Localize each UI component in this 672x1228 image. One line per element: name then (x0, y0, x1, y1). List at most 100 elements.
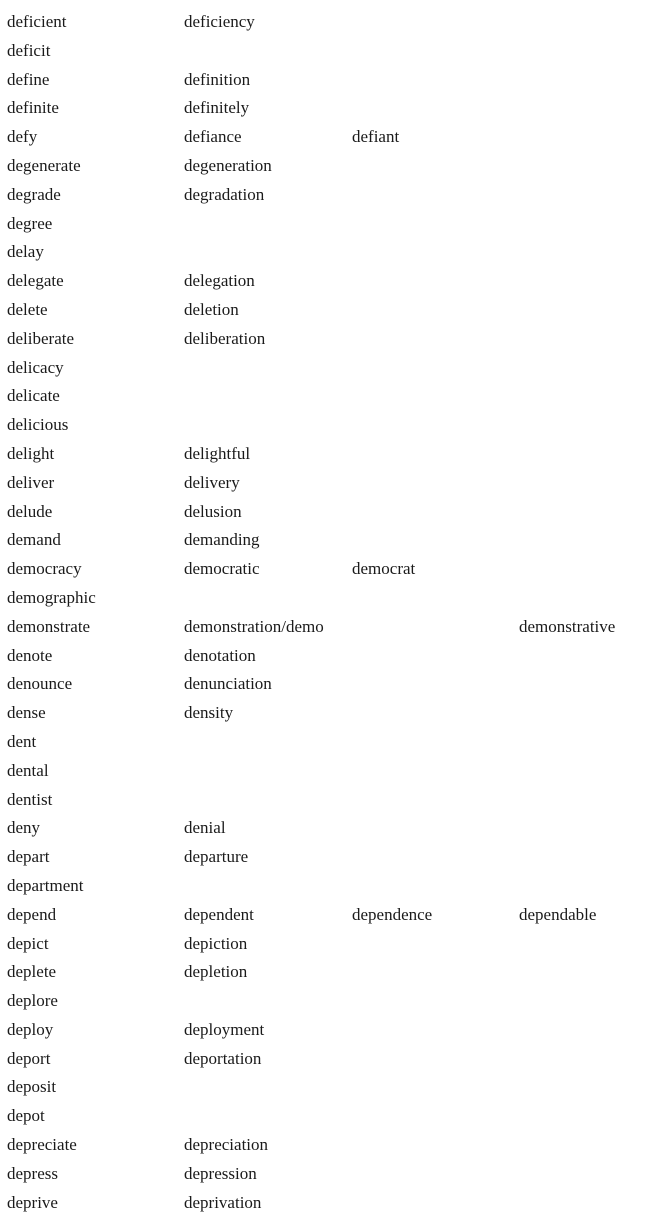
headword: deplore (7, 991, 58, 1011)
word-row: define definition (7, 66, 667, 95)
headword: denote (7, 645, 53, 665)
derived-word: depression (184, 1163, 257, 1183)
derived-word: degeneration (184, 155, 272, 175)
headword: deny (7, 818, 41, 838)
derived-word: defiance (184, 127, 242, 147)
headword: degenerate (7, 155, 81, 175)
word-row: delegate delegation (7, 267, 667, 296)
word-row: department (7, 872, 667, 901)
headword: denounce (7, 674, 73, 694)
headword: demonstrate (7, 616, 91, 636)
derived-word: deliberation (184, 328, 266, 348)
derived-word: departure (184, 847, 249, 867)
derived-word: denotation (184, 645, 256, 665)
word-row: deficient deficiency (7, 8, 667, 37)
headword: dentist (7, 789, 53, 809)
derived-word: dependent (184, 904, 254, 924)
word-row: dense density (7, 699, 667, 728)
derived-word: deployment (184, 1019, 265, 1039)
derived-word: depreciation (184, 1135, 269, 1155)
word-row: delight delightful (7, 440, 667, 469)
derived-word: depletion (184, 962, 248, 982)
derived-word: deficiency (184, 12, 255, 31)
word-row: denounce denunciation (7, 670, 667, 699)
headword: delicacy (7, 357, 64, 377)
derived-word: delegation (184, 271, 255, 291)
derived-word: denial (184, 818, 226, 838)
headword: dense (7, 703, 46, 723)
derived-word: dependence (352, 904, 433, 924)
headword: demographic (7, 587, 96, 607)
derived-word: degradation (184, 184, 265, 204)
derived-word: delivery (184, 472, 240, 492)
derived-word: depiction (184, 933, 248, 953)
headword: delay (7, 242, 44, 262)
word-row: definite definitely (7, 94, 667, 123)
word-row: demonstrate demonstration/demo demonstrati… (7, 613, 667, 642)
derived-word: density (184, 703, 234, 723)
headword: degree (7, 213, 53, 233)
headword: define (7, 69, 50, 89)
headword: deposit (7, 1077, 57, 1097)
word-row: deliver delivery (7, 469, 667, 498)
word-row: democracy democratic democrat (7, 555, 667, 584)
headword: degrade (7, 184, 61, 204)
headword: department (7, 875, 84, 895)
word-row: degree (7, 210, 667, 239)
word-row: defy defiance defiant (7, 123, 667, 152)
headword: defy (7, 127, 38, 147)
word-row: delicate (7, 382, 667, 411)
word-row: delay (7, 238, 667, 267)
derived-word: democrat (352, 559, 416, 579)
word-row: deficit (7, 37, 667, 66)
headword: depreciate (7, 1135, 77, 1155)
derived-word: democratic (184, 559, 260, 579)
word-row: delicacy (7, 354, 667, 383)
word-list: deficient deficiency deficit define definiti… (7, 8, 667, 1217)
word-row: dental (7, 757, 667, 786)
headword: deficit (7, 40, 51, 60)
word-row: degenerate degeneration (7, 152, 667, 181)
headword: definite (7, 98, 59, 118)
word-row: delicious (7, 411, 667, 440)
derived-word: demonstrative (519, 616, 616, 636)
headword: deploy (7, 1019, 54, 1039)
word-row: deprive deprivation (7, 1189, 667, 1218)
derived-word: definition (184, 69, 251, 89)
word-row: depreciate depreciation (7, 1131, 667, 1160)
headword: deprive (7, 1192, 58, 1212)
derived-word: denunciation (184, 674, 272, 694)
word-row: depot (7, 1102, 667, 1131)
derived-word: definitely (184, 98, 250, 118)
headword: delete (7, 299, 48, 319)
derived-word: deletion (184, 299, 239, 319)
word-row: deplete depletion (7, 958, 667, 987)
word-row: deport deportation (7, 1045, 667, 1074)
derived-word: defiant (352, 127, 400, 147)
word-row: demographic (7, 584, 667, 613)
headword: dent (7, 731, 37, 751)
headword: deliver (7, 472, 55, 492)
derived-word: delightful (184, 443, 251, 463)
word-row: delude delusion (7, 498, 667, 527)
word-row: dent (7, 728, 667, 757)
word-row: delete deletion (7, 296, 667, 325)
word-row: deliberate deliberation (7, 325, 667, 354)
word-row: depress depression (7, 1160, 667, 1189)
derived-word: demanding (184, 530, 260, 550)
headword: democracy (7, 559, 82, 579)
headword: deplete (7, 962, 57, 982)
word-row: degrade degradation (7, 181, 667, 210)
headword: delude (7, 501, 53, 521)
headword: depict (7, 933, 49, 953)
derived-word: deprivation (184, 1192, 262, 1212)
headword: delegate (7, 271, 64, 291)
headword: demand (7, 530, 61, 550)
headword: dental (7, 760, 49, 780)
derived-word: demonstration/demo (184, 616, 324, 636)
headword: delicious (7, 415, 69, 435)
headword: depend (7, 904, 57, 924)
headword: deliberate (7, 328, 75, 348)
word-row: depart departure (7, 843, 667, 872)
word-row: depict depiction (7, 930, 667, 959)
